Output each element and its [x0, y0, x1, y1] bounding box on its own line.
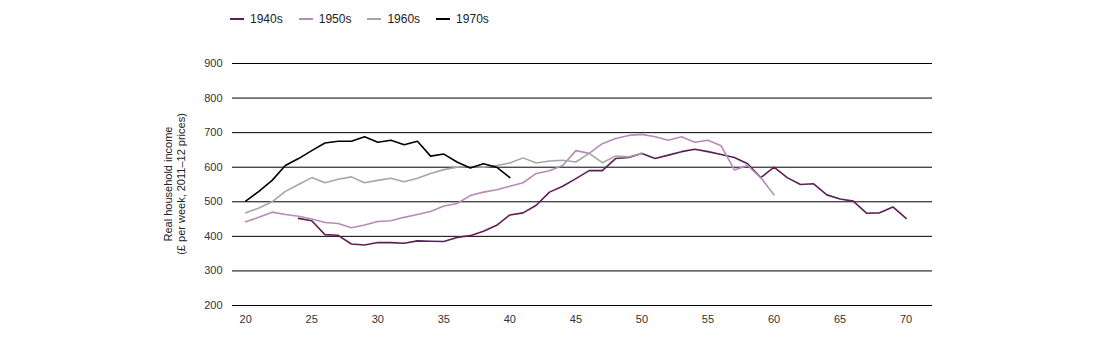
- html-text:1940s: 1940s: [250, 12, 283, 26]
- svg-text:200: 200: [204, 299, 222, 311]
- svg-text:70: 70: [900, 313, 912, 325]
- svg-text:500: 500: [204, 195, 222, 207]
- svg-text:25: 25: [306, 313, 318, 325]
- html-text:1960s: 1960s: [387, 12, 421, 26]
- svg-text:900: 900: [204, 57, 222, 69]
- svg-text:65: 65: [834, 313, 846, 325]
- svg-text:20: 20: [240, 313, 252, 325]
- svg-text:400: 400: [204, 230, 222, 242]
- svg-text:50: 50: [636, 313, 648, 325]
- svg-text:40: 40: [504, 313, 516, 325]
- html-text:1970s: 1970s: [456, 12, 489, 26]
- html-text:1950s: 1950s: [318, 12, 352, 26]
- svg-text:Real household income(£ per we: Real household income(£ per week, 2011–1…: [162, 113, 187, 255]
- svg-text:600: 600: [204, 161, 222, 173]
- svg-text:30: 30: [372, 313, 384, 325]
- svg-text:300: 300: [204, 264, 222, 276]
- svg-text:800: 800: [204, 92, 222, 104]
- svg-text:45: 45: [570, 313, 582, 325]
- svg-text:35: 35: [438, 313, 450, 325]
- svg-text:60: 60: [768, 313, 780, 325]
- svg-text:55: 55: [702, 313, 714, 325]
- svg-text:700: 700: [204, 126, 222, 138]
